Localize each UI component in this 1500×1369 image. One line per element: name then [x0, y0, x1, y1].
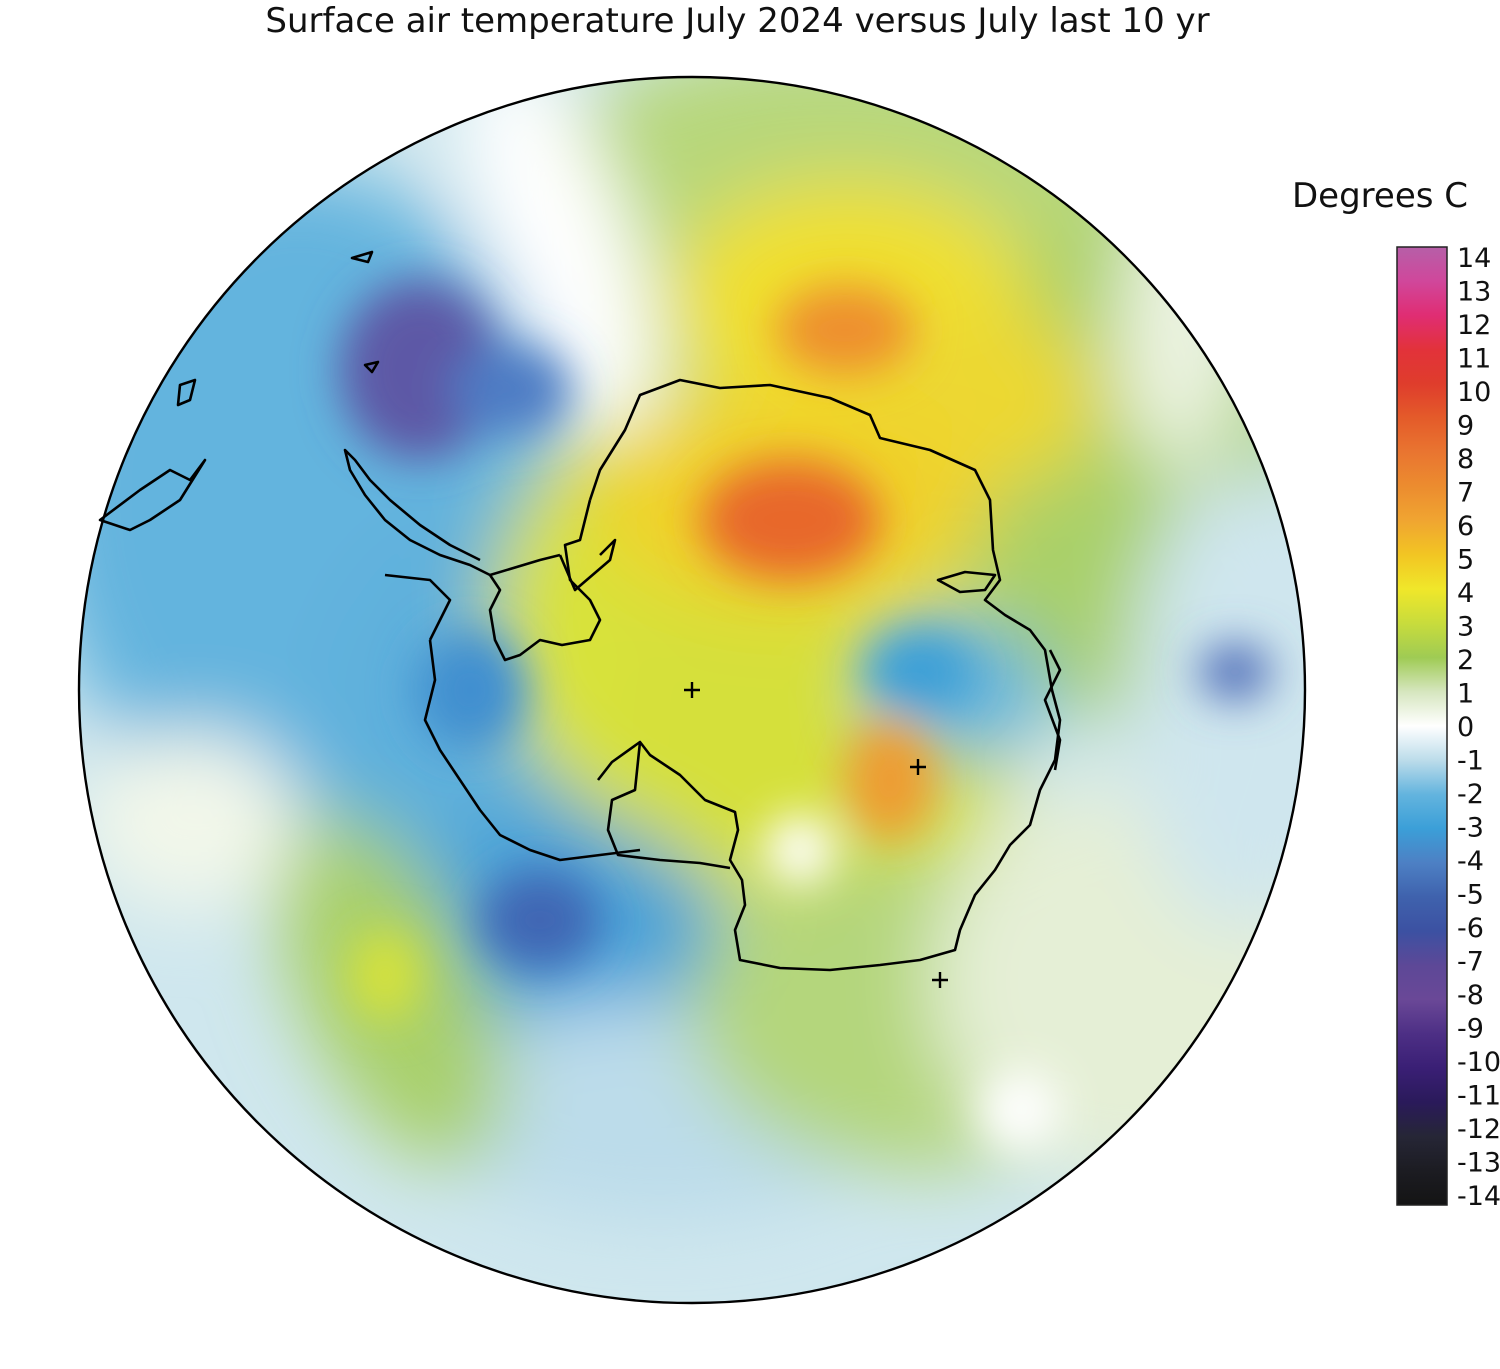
legend-tick-label: 6	[1457, 511, 1474, 542]
legend-tick-label: -6	[1457, 913, 1484, 944]
legend-tick-label: -4	[1457, 846, 1484, 877]
legend-tick-label: 14	[1457, 243, 1491, 274]
legend-tick-label: -11	[1457, 1081, 1500, 1112]
station-markers	[684, 682, 948, 988]
legend-tick-label: 2	[1457, 645, 1474, 676]
legend-tick-label: 13	[1457, 277, 1491, 308]
legend-tick-label: 9	[1457, 411, 1474, 442]
legend-tick-label: -1	[1457, 746, 1484, 777]
legend-tick-label: 12	[1457, 310, 1491, 341]
legend-tick-label: -10	[1457, 1047, 1500, 1078]
map-boundary-circle	[77, 75, 1307, 1305]
color-legend-labels: 14131211109876543210-1-2-3-4-5-6-7-8-9-1…	[1457, 243, 1500, 1212]
map-title: Surface air temperature July 2024 versus…	[265, 1, 1210, 41]
legend-tick-label: -13	[1457, 1148, 1500, 1179]
anomaly-field	[79, 77, 1305, 1303]
legend-tick-label: 5	[1457, 545, 1474, 576]
legend-gradient-rect	[1396, 246, 1448, 1206]
legend-tick-label: 7	[1457, 478, 1474, 509]
legend-tick-label: -7	[1457, 947, 1484, 978]
legend-tick-label: -12	[1457, 1114, 1500, 1145]
legend-tick-label: 1	[1457, 679, 1474, 710]
legend-tick-label: 0	[1457, 712, 1474, 743]
antarctica-coastline	[98, 250, 1062, 972]
legend-tick-label: -9	[1457, 1014, 1484, 1045]
legend-tick-label: -2	[1457, 779, 1484, 810]
color-legend-bar	[1396, 246, 1448, 1206]
legend-tick-label: -8	[1457, 980, 1484, 1011]
legend-tick-label: 4	[1457, 578, 1474, 609]
legend-tick-label: 3	[1457, 612, 1474, 643]
legend-tick-label: 10	[1457, 377, 1491, 408]
legend-tick-label: -3	[1457, 813, 1484, 844]
legend-tick-label: 8	[1457, 444, 1474, 475]
legend-tick-label: 11	[1457, 344, 1491, 375]
legend-tick-label: -5	[1457, 880, 1484, 911]
legend-tick-label: -14	[1457, 1181, 1500, 1212]
legend-title: Degrees C	[1292, 176, 1469, 216]
